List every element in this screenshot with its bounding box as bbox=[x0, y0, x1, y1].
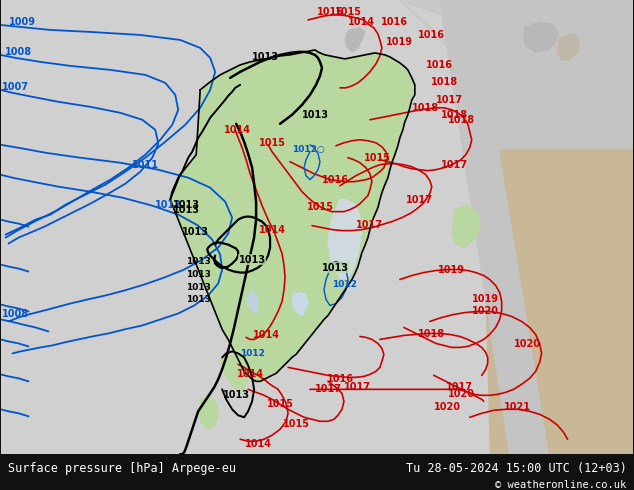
Text: 1018: 1018 bbox=[448, 115, 476, 125]
Polygon shape bbox=[452, 206, 480, 247]
Text: 1021: 1021 bbox=[504, 402, 531, 412]
Text: 1013: 1013 bbox=[238, 255, 266, 265]
Text: 1013: 1013 bbox=[223, 391, 250, 400]
Text: 1013: 1013 bbox=[182, 226, 209, 237]
Text: 1016: 1016 bbox=[316, 7, 344, 17]
Text: 1015: 1015 bbox=[266, 399, 294, 409]
Text: 1013: 1013 bbox=[321, 263, 349, 272]
Polygon shape bbox=[1, 0, 633, 454]
Text: 1011: 1011 bbox=[132, 160, 158, 170]
Text: 1020: 1020 bbox=[514, 340, 541, 349]
Text: 1008: 1008 bbox=[5, 47, 32, 57]
Text: 1019: 1019 bbox=[386, 37, 413, 47]
Polygon shape bbox=[400, 0, 633, 80]
Text: 1017: 1017 bbox=[446, 382, 473, 392]
Text: 1018: 1018 bbox=[412, 103, 439, 113]
Text: 1018: 1018 bbox=[431, 77, 458, 87]
Text: 1007: 1007 bbox=[2, 82, 29, 92]
Text: 1013: 1013 bbox=[172, 205, 200, 215]
Text: 1017: 1017 bbox=[436, 95, 463, 105]
Text: 1014: 1014 bbox=[236, 369, 264, 379]
Text: 1020: 1020 bbox=[434, 402, 462, 412]
Polygon shape bbox=[200, 397, 218, 429]
Text: 1014: 1014 bbox=[245, 439, 271, 449]
Text: 1018: 1018 bbox=[418, 329, 445, 340]
Text: 1014: 1014 bbox=[259, 224, 285, 235]
Text: 1012: 1012 bbox=[240, 349, 264, 358]
Text: 1014: 1014 bbox=[252, 330, 280, 341]
Text: 1016: 1016 bbox=[321, 175, 349, 185]
Text: 1016: 1016 bbox=[426, 60, 453, 70]
Text: 1017: 1017 bbox=[406, 195, 433, 205]
Polygon shape bbox=[400, 0, 489, 80]
Polygon shape bbox=[557, 34, 579, 60]
Text: 1017: 1017 bbox=[441, 160, 469, 170]
Polygon shape bbox=[292, 293, 308, 316]
Text: 1009: 1009 bbox=[9, 17, 36, 27]
Text: 1020: 1020 bbox=[448, 390, 476, 399]
Polygon shape bbox=[248, 292, 258, 314]
Text: 1015: 1015 bbox=[365, 153, 391, 163]
Polygon shape bbox=[480, 80, 633, 454]
Text: 1016: 1016 bbox=[382, 17, 408, 27]
Text: 1013: 1013 bbox=[252, 52, 278, 62]
Polygon shape bbox=[171, 50, 415, 381]
Polygon shape bbox=[430, 0, 633, 199]
Text: 1018: 1018 bbox=[441, 110, 469, 120]
Text: 1012: 1012 bbox=[155, 199, 182, 210]
Text: © weatheronline.co.uk: © weatheronline.co.uk bbox=[495, 480, 626, 490]
Text: 1019: 1019 bbox=[472, 294, 499, 304]
Text: Tu 28-05-2024 15:00 UTC (12+03): Tu 28-05-2024 15:00 UTC (12+03) bbox=[406, 462, 626, 475]
Polygon shape bbox=[345, 28, 365, 52]
Text: 1019: 1019 bbox=[438, 265, 465, 274]
Polygon shape bbox=[440, 0, 633, 454]
Text: 1020: 1020 bbox=[472, 306, 499, 317]
Text: 1013: 1013 bbox=[186, 270, 210, 279]
Text: 1013: 1013 bbox=[186, 283, 210, 292]
Text: 1017: 1017 bbox=[344, 382, 372, 392]
Text: 1013: 1013 bbox=[186, 295, 210, 304]
Polygon shape bbox=[220, 354, 248, 394]
Text: 1015: 1015 bbox=[306, 202, 333, 212]
Text: 1013: 1013 bbox=[302, 110, 328, 120]
Text: 1017: 1017 bbox=[356, 220, 384, 230]
Text: 1015: 1015 bbox=[283, 419, 309, 429]
Text: 1014: 1014 bbox=[349, 17, 375, 27]
Text: 1013: 1013 bbox=[172, 199, 200, 210]
Text: 1013: 1013 bbox=[186, 257, 210, 266]
Text: 1016: 1016 bbox=[418, 30, 445, 40]
Polygon shape bbox=[524, 22, 557, 52]
Polygon shape bbox=[328, 199, 362, 279]
Text: 1017: 1017 bbox=[314, 384, 342, 394]
Text: 1015: 1015 bbox=[335, 7, 361, 17]
Text: 1008: 1008 bbox=[2, 310, 29, 319]
Text: 1014: 1014 bbox=[224, 125, 250, 135]
Text: 1016: 1016 bbox=[327, 374, 354, 384]
Text: 1015: 1015 bbox=[259, 138, 285, 148]
Text: 1012: 1012 bbox=[332, 280, 358, 289]
Polygon shape bbox=[500, 150, 633, 454]
Text: Surface pressure [hPa] Arpege-eu: Surface pressure [hPa] Arpege-eu bbox=[8, 462, 236, 475]
Text: 1012○: 1012○ bbox=[292, 145, 325, 154]
